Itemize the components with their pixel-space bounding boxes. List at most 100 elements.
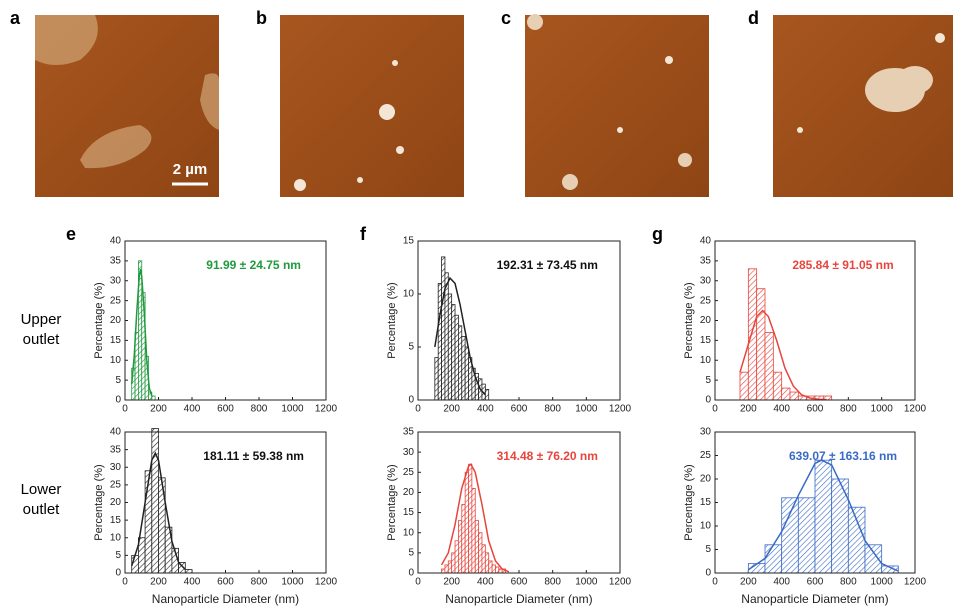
x-tick-label: 800 [840, 404, 857, 415]
afm-image [773, 15, 953, 197]
bar [461, 504, 466, 574]
y-axis-label: Percentage (%) [93, 282, 105, 358]
y-tick-label: 30 [110, 275, 122, 286]
afm-feature [35, 15, 98, 65]
x-tick-label: 400 [184, 404, 201, 415]
y-tick-label: 5 [705, 544, 711, 555]
afm-feature [379, 104, 395, 120]
bar [481, 544, 486, 574]
y-tick-label: 15 [403, 236, 415, 247]
bar [814, 459, 833, 574]
bar [781, 497, 799, 574]
bar [488, 560, 493, 574]
bar [151, 395, 156, 401]
y-tick-label: 10 [110, 355, 122, 366]
y-tick-label: 20 [700, 474, 712, 485]
y-axis-label: Percentage (%) [683, 464, 695, 540]
scale-bar-label: 2 µm [173, 161, 208, 178]
x-tick-label: 600 [511, 404, 528, 415]
row-label: Upper outlet [20, 311, 62, 348]
x-tick-label: 600 [807, 404, 824, 415]
x-tick-label: 0 [712, 577, 718, 588]
bar [484, 552, 490, 574]
bar [478, 532, 483, 574]
y-tick-label: 35 [110, 444, 122, 455]
fit-curve [130, 268, 153, 397]
y-tick-label: 25 [700, 295, 712, 306]
x-tick-label: 800 [251, 577, 268, 588]
x-tick-label: 600 [217, 577, 234, 588]
y-tick-label: 25 [403, 467, 415, 478]
bar [847, 506, 866, 574]
x-tick-label: 800 [544, 404, 561, 415]
x-tick-label: 0 [712, 404, 718, 415]
bar [756, 288, 766, 401]
bar [447, 293, 453, 401]
x-tick-label: 1200 [609, 404, 632, 415]
y-tick-label: 15 [403, 507, 415, 518]
x-tick-label: 200 [443, 577, 460, 588]
annotation: 639.07 ± 163.16 nm [789, 449, 897, 463]
bar [444, 564, 449, 574]
bar [764, 544, 783, 574]
y-tick-label: 25 [110, 295, 122, 306]
y-tick-label: 20 [110, 497, 122, 508]
annotation: 181.11 ± 59.38 nm [203, 449, 304, 463]
bar [739, 371, 749, 401]
x-tick-label: 0 [122, 404, 128, 415]
afm-feature [678, 153, 692, 167]
afm-feature [392, 60, 398, 66]
bar [434, 357, 439, 401]
y-tick-label: 5 [115, 550, 121, 561]
annotation: 314.48 ± 76.20 nm [497, 449, 598, 463]
y-tick-label: 35 [110, 256, 122, 267]
x-axis-label: Nanoparticle Diameter (nm) [152, 592, 299, 606]
bar [457, 520, 463, 574]
x-tick-label: 600 [217, 404, 234, 415]
fit-curve [440, 463, 510, 573]
y-tick-label: 0 [705, 395, 711, 406]
y-tick-label: 0 [115, 568, 121, 579]
y-tick-label: 15 [700, 497, 712, 508]
y-tick-label: 10 [700, 521, 712, 532]
y-tick-label: 5 [115, 375, 121, 386]
panel-label: c [501, 8, 512, 28]
afm-feature [357, 177, 363, 183]
y-axis-label: Percentage (%) [93, 464, 105, 540]
plot-frame [714, 431, 916, 574]
x-tick-label: 1000 [871, 577, 894, 588]
bar [474, 520, 480, 574]
bar [468, 463, 473, 574]
bar [491, 564, 496, 574]
bar [747, 268, 758, 401]
y-tick-label: 10 [403, 289, 415, 300]
afm-feature [897, 66, 933, 94]
x-tick-label: 800 [840, 577, 857, 588]
x-tick-label: 600 [807, 577, 824, 588]
bar [184, 569, 193, 574]
bar [457, 325, 463, 401]
bar [484, 388, 490, 401]
panel-label: b [256, 8, 267, 28]
y-tick-label: 20 [110, 315, 122, 326]
y-tick-label: 0 [408, 395, 414, 406]
plot-frame [124, 431, 327, 574]
y-tick-label: 30 [700, 275, 712, 286]
x-tick-label: 1200 [904, 577, 927, 588]
x-tick-label: 200 [740, 577, 757, 588]
fit-curve [434, 276, 486, 396]
fit-curve [747, 459, 899, 572]
bar [454, 314, 459, 401]
bar [764, 332, 774, 401]
bar [464, 346, 469, 401]
bar [495, 566, 500, 574]
bar [781, 387, 791, 401]
bar [461, 335, 466, 401]
y-tick-label: 5 [705, 375, 711, 386]
bar [772, 371, 783, 401]
bar [437, 282, 442, 401]
x-tick-label: 400 [773, 577, 790, 588]
bar [451, 304, 456, 401]
afm-images: 2 µm [35, 14, 953, 197]
